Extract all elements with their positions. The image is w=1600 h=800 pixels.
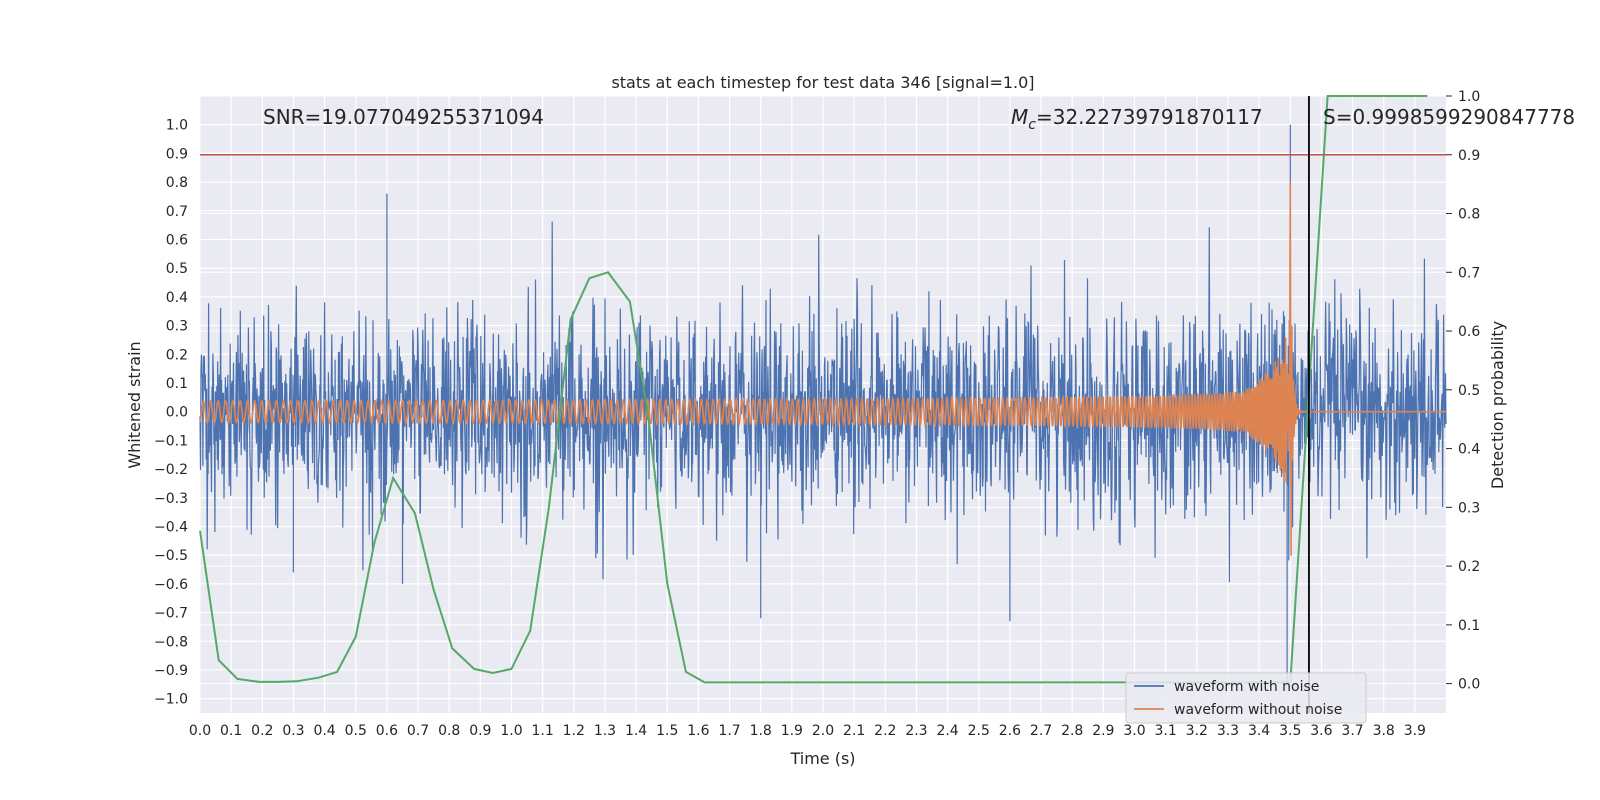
x-tick-label: 0.1 [220,723,242,739]
y-tick-label: −0.1 [154,433,188,449]
series-line-probability [199,95,1428,684]
x-tick-label: 0.7 [407,723,429,739]
x-tick-label: 3.4 [1248,723,1270,739]
x-tick-label: 1.5 [656,723,678,739]
snr-annotation: SNR=19.077049255371094 [263,105,544,129]
x-tick-label: 2.7 [1030,723,1052,739]
chirp-mass-symbol: M [1011,105,1028,129]
y-tick-label-right: 0.1 [1458,618,1480,634]
legend: waveform with noise waveform without noi… [1125,672,1367,724]
y-tick-label: −0.2 [154,462,188,478]
y-tick-label: −0.9 [154,663,188,679]
x-tick-label: 1.6 [687,723,709,739]
x-tick-label: 1.2 [563,723,585,739]
y-tick-label: 0.0 [166,405,188,421]
x-tick-label: 2.2 [874,723,896,739]
x-axis-label: Time (s) [789,749,855,768]
x-tick-label: 3.3 [1217,723,1239,739]
y-tick-label-right: 0.5 [1458,383,1480,399]
x-tick-label: 0.8 [438,723,460,739]
x-tick-label: 2.5 [968,723,990,739]
x-tick-label: 1.9 [781,723,803,739]
y-tick-label-right: 0.6 [1458,324,1480,340]
y-tick-label-right: 0.2 [1458,559,1480,575]
y-tick-label: 0.6 [166,232,188,248]
y-tick-label: 0.8 [166,175,188,191]
chart-title: stats at each timestep for test data 346… [611,73,1034,92]
y-tick-label: 0.3 [166,319,188,335]
y-tick-label: 0.1 [166,376,188,392]
x-tick-label: 3.8 [1373,723,1395,739]
y-axis-label: Whitened strain [125,341,144,468]
y-ticks: 1.0 0.9 0.8 0.7 0.6 0.5 0.4 0.3 0.2 0.1 0.0 −0.1 −0.… [154,118,188,708]
x-tick-label: 0.5 [345,723,367,739]
y-tick-label: −0.6 [154,577,188,593]
x-tick-label: 0.4 [313,723,335,739]
x-tick-label: 0.0 [189,723,211,739]
x-tick-label: 3.9 [1404,723,1426,739]
y-tick-label: −0.7 [154,606,188,622]
chirp-mass-annotation: Mc=32.22739791870117 [1011,105,1263,133]
y-axis-label-right: Detection probability [1488,321,1507,489]
y-tick-label: 1.0 [166,118,188,134]
y-tick-label: 0.9 [166,146,188,162]
x-tick-label: 3.6 [1310,723,1332,739]
x-tick-label: 2.9 [1092,723,1114,739]
y-tick-label: 0.7 [166,204,188,220]
series-detection-probability [199,95,1428,684]
y-tick-label-right: 0.9 [1458,148,1480,164]
legend-label-noise: waveform with noise [1174,679,1319,695]
x-tick-label: 3.5 [1279,723,1301,739]
y-ticks-right: 1.0 0.9 0.8 0.7 0.6 0.5 0.4 0.3 0.2 0.1 0.0 [1446,89,1480,693]
y-tick-label-right: 0.8 [1458,207,1480,223]
x-tick-label: 2.0 [812,723,834,739]
x-tick-label: 2.8 [1061,723,1083,739]
legend-box [1125,672,1367,724]
x-ticks: 0.0 0.1 0.2 0.3 0.4 0.5 0.6 0.7 0.8 0.9 1.0 1.1 1.2 1… [189,723,1426,739]
x-tick-label: 1.0 [500,723,522,739]
x-tick-label: 2.1 [843,723,865,739]
x-tick-label: 0.6 [376,723,398,739]
detection-statistic-annotation: S=0.9998599290847778 [1323,105,1575,129]
chirp-mass-subscript: c [1028,117,1036,133]
y-tick-label: 0.5 [166,261,188,277]
series-line-clean [199,182,1446,556]
x-tick-label: 3.0 [1123,723,1145,739]
y-tick-label: −0.5 [154,548,188,564]
y-tick-label-right: 1.0 [1458,89,1480,105]
x-tick-label: 1.7 [718,723,740,739]
chirp-mass-value: =32.22739791870117 [1036,105,1263,129]
x-tick-label: 0.3 [282,723,304,739]
y-tick-label: −0.8 [154,634,188,650]
x-tick-label: 3.2 [1186,723,1208,739]
x-tick-label: 2.3 [905,723,927,739]
x-tick-label: 3.1 [1155,723,1177,739]
y-tick-label-right: 0.0 [1458,677,1480,693]
y-tick-label: 0.4 [166,290,188,306]
x-tick-label: 0.2 [251,723,273,739]
y-tick-label-right: 0.7 [1458,265,1480,281]
y-tick-label: 0.2 [166,347,188,363]
x-tick-label: 1.8 [750,723,772,739]
x-tick-label: 2.4 [936,723,958,739]
y-tick-label: −1.0 [154,692,188,708]
series-waveform-without-noise [199,182,1446,556]
y-tick-label: −0.3 [154,491,188,507]
y-tick-label-right: 0.3 [1458,500,1480,516]
reference-lines [200,96,1446,713]
x-tick-label: 1.4 [625,723,647,739]
x-tick-label: 0.9 [469,723,491,739]
y-tick-label: −0.4 [154,519,188,535]
x-tick-label: 2.6 [999,723,1021,739]
x-tick-label: 3.7 [1341,723,1363,739]
legend-label-clean: waveform without noise [1174,702,1342,718]
x-tick-label: 1.3 [594,723,616,739]
y-tick-label-right: 0.4 [1458,442,1480,458]
x-tick-label: 1.1 [532,723,554,739]
